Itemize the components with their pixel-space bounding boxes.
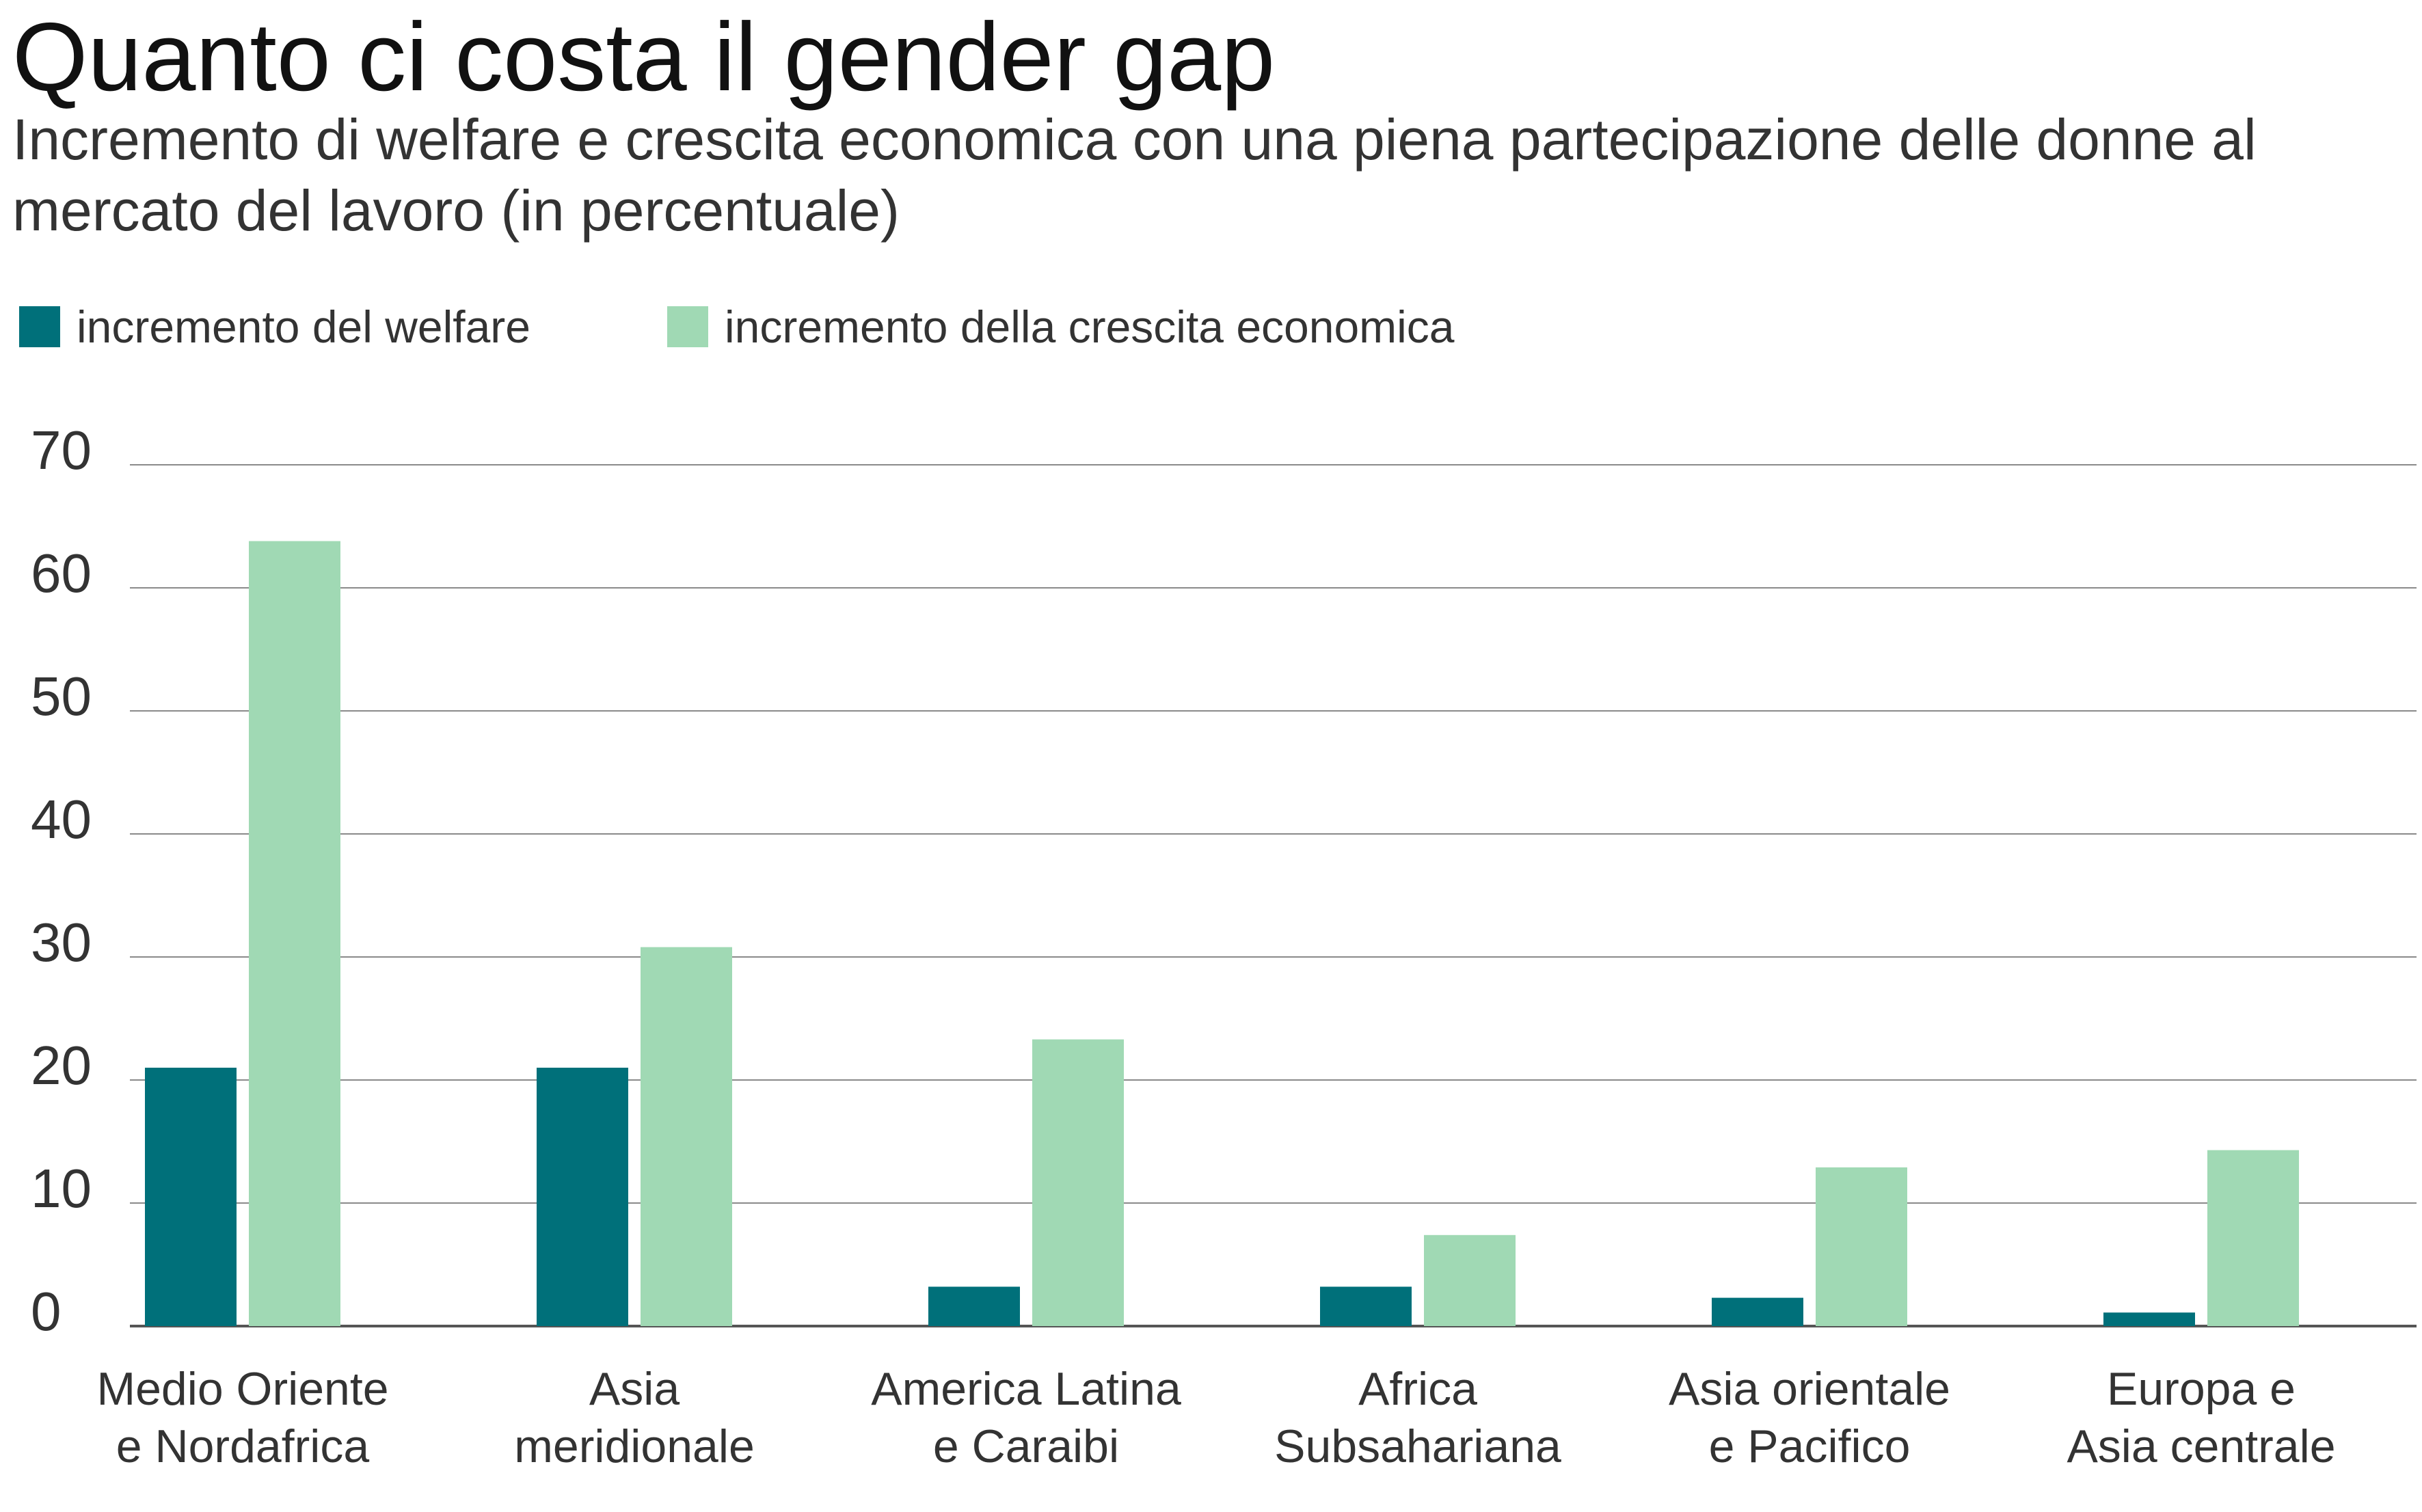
y-tick-label-40: 40 bbox=[31, 789, 92, 850]
legend-label-growth: incremento della crescita economica bbox=[725, 301, 1455, 352]
y-tick-label-30: 30 bbox=[31, 912, 92, 973]
x-tick-label-0-line-0: Medio Oriente bbox=[96, 1363, 388, 1415]
bar-growth-2 bbox=[1032, 1039, 1124, 1326]
y-tick-label-10: 10 bbox=[31, 1158, 92, 1219]
x-tick-label-0-line-1: e Nordafrica bbox=[116, 1420, 370, 1472]
legend-swatch-welfare bbox=[19, 306, 60, 347]
bar-welfare-5 bbox=[2103, 1312, 2195, 1326]
bar-growth-0 bbox=[249, 541, 340, 1326]
bar-growth-4 bbox=[1816, 1167, 1907, 1326]
bar-growth-3 bbox=[1424, 1234, 1516, 1326]
x-tick-label-2-line-1: e Caraibi bbox=[933, 1420, 1119, 1472]
legend-item-welfare: incremento del welfare bbox=[19, 301, 530, 353]
legend-label-welfare: incremento del welfare bbox=[77, 301, 530, 352]
chart-subtitle: Incremento di welfare e crescita economi… bbox=[12, 107, 2257, 243]
bar-welfare-4 bbox=[1712, 1297, 1803, 1326]
x-tick-label-1-line-0: Asia bbox=[589, 1363, 679, 1415]
x-tick-label-4-line-1: e Pacifico bbox=[1709, 1420, 1911, 1472]
x-tick-label-2-line-0: America Latina bbox=[871, 1363, 1181, 1415]
x-tick-label-3-line-0: Africa bbox=[1358, 1363, 1477, 1415]
bar-welfare-0 bbox=[145, 1068, 237, 1326]
x-tick-label-1-line-1: meridionale bbox=[514, 1420, 755, 1472]
legend-item-growth: incremento della crescita economica bbox=[667, 301, 1455, 353]
y-tick-label-50: 50 bbox=[31, 666, 92, 727]
bar-growth-1 bbox=[641, 947, 732, 1326]
x-tick-label-3-line-1: Subsahariana bbox=[1274, 1420, 1561, 1472]
y-tick-label-70: 70 bbox=[31, 420, 92, 481]
x-tick-label-4-line-0: Asia orientale bbox=[1669, 1363, 1950, 1415]
legend-swatch-growth bbox=[667, 306, 708, 347]
y-tick-label-0: 0 bbox=[31, 1281, 62, 1342]
y-tick-label-60: 60 bbox=[31, 543, 92, 604]
bar-welfare-1 bbox=[537, 1068, 628, 1326]
x-tick-label-5-line-1: Asia centrale bbox=[2067, 1420, 2335, 1472]
legend: incremento del welfare incremento della … bbox=[19, 299, 1591, 354]
x-tick-label-5-line-0: Europa e bbox=[2107, 1363, 2296, 1415]
bar-growth-5 bbox=[2207, 1150, 2299, 1326]
y-tick-label-20: 20 bbox=[31, 1035, 92, 1096]
bar-welfare-2 bbox=[928, 1286, 1020, 1326]
chart-title: Quanto ci costa il gender gap bbox=[12, 3, 1276, 111]
bar-welfare-3 bbox=[1320, 1286, 1412, 1326]
